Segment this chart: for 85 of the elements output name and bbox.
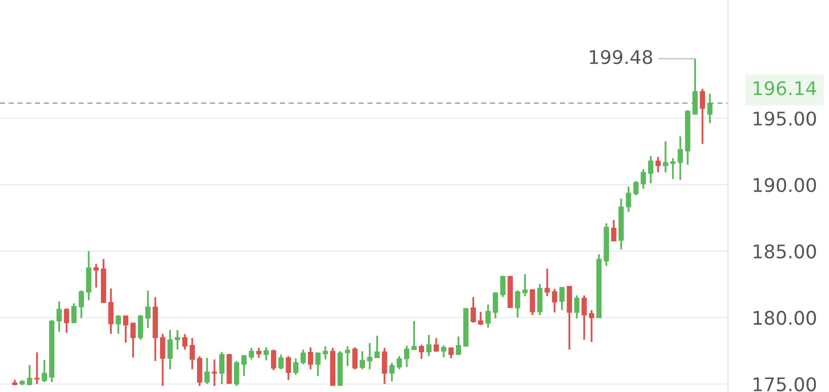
candlestick xyxy=(434,337,439,353)
candlestick xyxy=(648,155,654,184)
candlestick xyxy=(478,310,484,326)
candlestick xyxy=(662,140,668,174)
candlestick xyxy=(404,344,410,368)
candlestick xyxy=(456,336,462,356)
candlestick xyxy=(514,290,520,319)
candlestick xyxy=(522,273,528,298)
candlestick xyxy=(360,350,365,370)
y-tick-label: 185.00 xyxy=(754,244,816,259)
candlestick xyxy=(315,352,321,377)
candlestick xyxy=(286,355,292,381)
candlestick xyxy=(352,346,358,370)
candlestick xyxy=(293,357,298,376)
candlestick xyxy=(470,296,476,324)
candlestick xyxy=(197,355,202,387)
candlestick xyxy=(411,320,417,351)
candlestick xyxy=(485,304,491,329)
candlestick xyxy=(640,168,646,190)
y-tick-label: 180.00 xyxy=(754,310,816,325)
candlestick xyxy=(64,307,70,334)
candlestick xyxy=(123,314,128,344)
candlestick xyxy=(396,355,402,370)
candlestick xyxy=(204,356,210,385)
candlestick xyxy=(190,337,195,370)
candlestick xyxy=(655,156,661,174)
candlestick xyxy=(426,334,432,358)
candlestick xyxy=(219,350,224,385)
candlestick xyxy=(574,294,580,320)
candlestick xyxy=(418,344,424,360)
candlestick xyxy=(241,354,247,377)
candlestick xyxy=(322,345,328,360)
candlestick xyxy=(374,334,380,359)
candlestick xyxy=(389,362,395,382)
candlestick xyxy=(56,300,62,333)
y-tick-label: 190.00 xyxy=(754,178,816,192)
candlestick xyxy=(116,314,121,335)
candlestick xyxy=(300,348,306,366)
candlestick xyxy=(264,346,269,362)
candlestick xyxy=(212,358,218,387)
candlestick xyxy=(182,333,188,351)
candlestick xyxy=(544,268,550,298)
candlestick xyxy=(308,346,314,370)
candlestick xyxy=(678,135,683,181)
candlestick xyxy=(34,351,40,385)
candlestick xyxy=(626,186,632,213)
candlestick xyxy=(382,346,388,385)
candlestick xyxy=(167,329,173,370)
candlestick xyxy=(108,288,114,335)
candlestick xyxy=(537,283,542,316)
candlestick xyxy=(93,262,99,288)
candlestick xyxy=(500,274,506,298)
candlestick xyxy=(234,360,240,387)
candlestick xyxy=(530,288,536,316)
candlestick xyxy=(700,88,706,145)
candlestick xyxy=(588,309,594,343)
candlestick xyxy=(582,294,587,341)
candlestick xyxy=(552,288,558,314)
candlestick xyxy=(611,219,616,242)
candlestick xyxy=(26,364,32,386)
candlestick xyxy=(42,359,48,383)
candlestick xyxy=(138,314,144,341)
candlestick xyxy=(707,92,713,124)
candlestick xyxy=(248,346,254,360)
candlestick xyxy=(441,344,446,358)
candlestick xyxy=(174,329,180,351)
candlestick xyxy=(145,290,151,329)
candlestick xyxy=(78,290,84,320)
ref-line-label: 196.14 xyxy=(754,81,816,96)
annotation: 199.48 xyxy=(590,50,652,64)
candlestick xyxy=(633,180,639,196)
candlestick xyxy=(71,302,77,324)
y-tick-label: 175.00 xyxy=(754,377,816,392)
candlestick xyxy=(160,332,166,387)
candlestick xyxy=(670,157,676,180)
candlestick xyxy=(270,348,276,372)
y-tick-label: 195.00 xyxy=(754,111,816,126)
candlestick xyxy=(492,292,498,320)
candlestick xyxy=(256,346,262,359)
candlestick xyxy=(278,354,284,370)
candlestick xyxy=(130,322,136,358)
candlestick xyxy=(692,58,698,116)
candlestick xyxy=(344,345,350,367)
candlestick xyxy=(559,286,565,312)
candlestick xyxy=(367,342,372,370)
